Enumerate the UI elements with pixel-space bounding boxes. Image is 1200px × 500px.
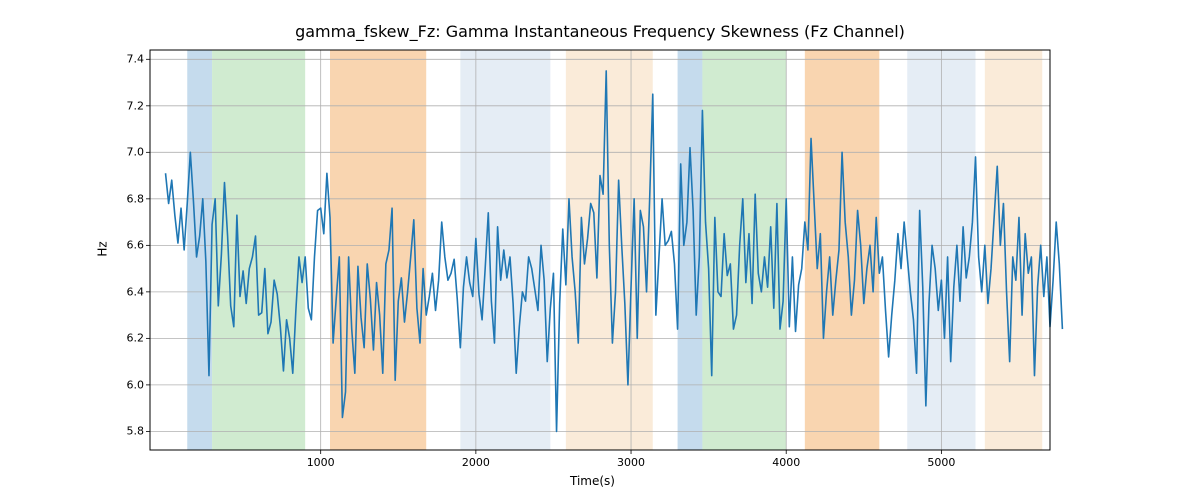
x-tick-label: 2000	[462, 456, 490, 469]
x-axis-label: Time(s)	[570, 474, 615, 488]
y-axis-label: Hz	[96, 241, 110, 256]
x-tick-label: 3000	[617, 456, 645, 469]
x-tick-label: 4000	[772, 456, 800, 469]
y-tick-label: 7.4	[118, 53, 144, 66]
y-tick-label: 7.0	[118, 146, 144, 159]
y-tick-label: 6.2	[118, 332, 144, 345]
y-tick-label: 6.6	[118, 239, 144, 252]
x-tick-label: 1000	[307, 456, 335, 469]
plot-area	[150, 50, 1050, 450]
y-tick-label: 7.2	[118, 99, 144, 112]
y-tick-label: 6.4	[118, 285, 144, 298]
x-tick-label: 5000	[927, 456, 955, 469]
chart-container: gamma_fskew_Fz: Gamma Instantaneous Freq…	[0, 0, 1200, 500]
y-tick-label: 5.8	[118, 425, 144, 438]
y-tick-label: 6.8	[118, 192, 144, 205]
y-tick-label: 6.0	[118, 378, 144, 391]
chart-title: gamma_fskew_Fz: Gamma Instantaneous Freq…	[0, 22, 1200, 41]
